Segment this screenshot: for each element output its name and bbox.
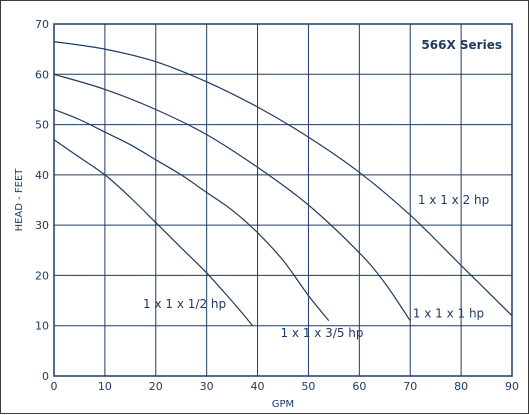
y-axis-title: HEAD - FEET — [14, 168, 25, 232]
x-tick-label: 60 — [352, 380, 366, 393]
y-tick-label: 0 — [42, 370, 49, 383]
chart-title: 566X Series — [421, 38, 502, 52]
x-tick-label: 80 — [454, 380, 468, 393]
x-tick-label: 50 — [301, 380, 315, 393]
curves — [53, 41, 513, 327]
series-line — [53, 73, 411, 322]
series-label: 1 x 1 x 3/5 hp — [280, 326, 363, 340]
y-tick-label: 60 — [35, 68, 49, 81]
y-tick-label: 40 — [35, 169, 49, 182]
x-axis-title: GPM — [272, 399, 294, 410]
y-tick-label: 50 — [35, 119, 49, 132]
x-tick-label: 70 — [403, 380, 417, 393]
y-tick-label: 20 — [35, 269, 49, 282]
x-tick-label: 10 — [98, 380, 112, 393]
y-tick-label: 70 — [35, 18, 49, 31]
x-tick-label: 90 — [505, 380, 519, 393]
series-label: 1 x 1 x 2 hp — [418, 193, 489, 207]
x-tick-label: 40 — [251, 380, 265, 393]
y-tick-label: 10 — [35, 320, 49, 333]
x-tick-label: 0 — [51, 380, 58, 393]
labels: 0 10 20 30 40 50 60 70 80 90 0 10 20 30 40 50 60 70 1 x 1 … — [35, 18, 519, 393]
series-line — [53, 108, 330, 322]
series-label: 1 x 1 x 1/2 hp — [143, 297, 226, 311]
x-tick-label: 30 — [200, 380, 214, 393]
series-label: 1 x 1 x 1 hp — [413, 307, 484, 321]
x-tick-label: 20 — [149, 380, 163, 393]
series-line — [53, 139, 253, 327]
plot-border — [53, 23, 513, 377]
y-tick-label: 30 — [35, 219, 49, 232]
series-line — [53, 41, 513, 317]
grid — [54, 24, 512, 376]
